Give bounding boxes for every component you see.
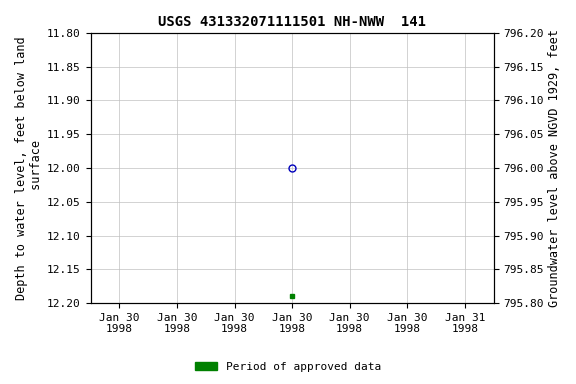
Y-axis label: Groundwater level above NGVD 1929, feet: Groundwater level above NGVD 1929, feet [548, 29, 561, 307]
Title: USGS 431332071111501 NH-NWW  141: USGS 431332071111501 NH-NWW 141 [158, 15, 426, 29]
Legend: Period of approved data: Period of approved data [191, 358, 385, 377]
Y-axis label: Depth to water level, feet below land
 surface: Depth to water level, feet below land su… [15, 36, 43, 300]
